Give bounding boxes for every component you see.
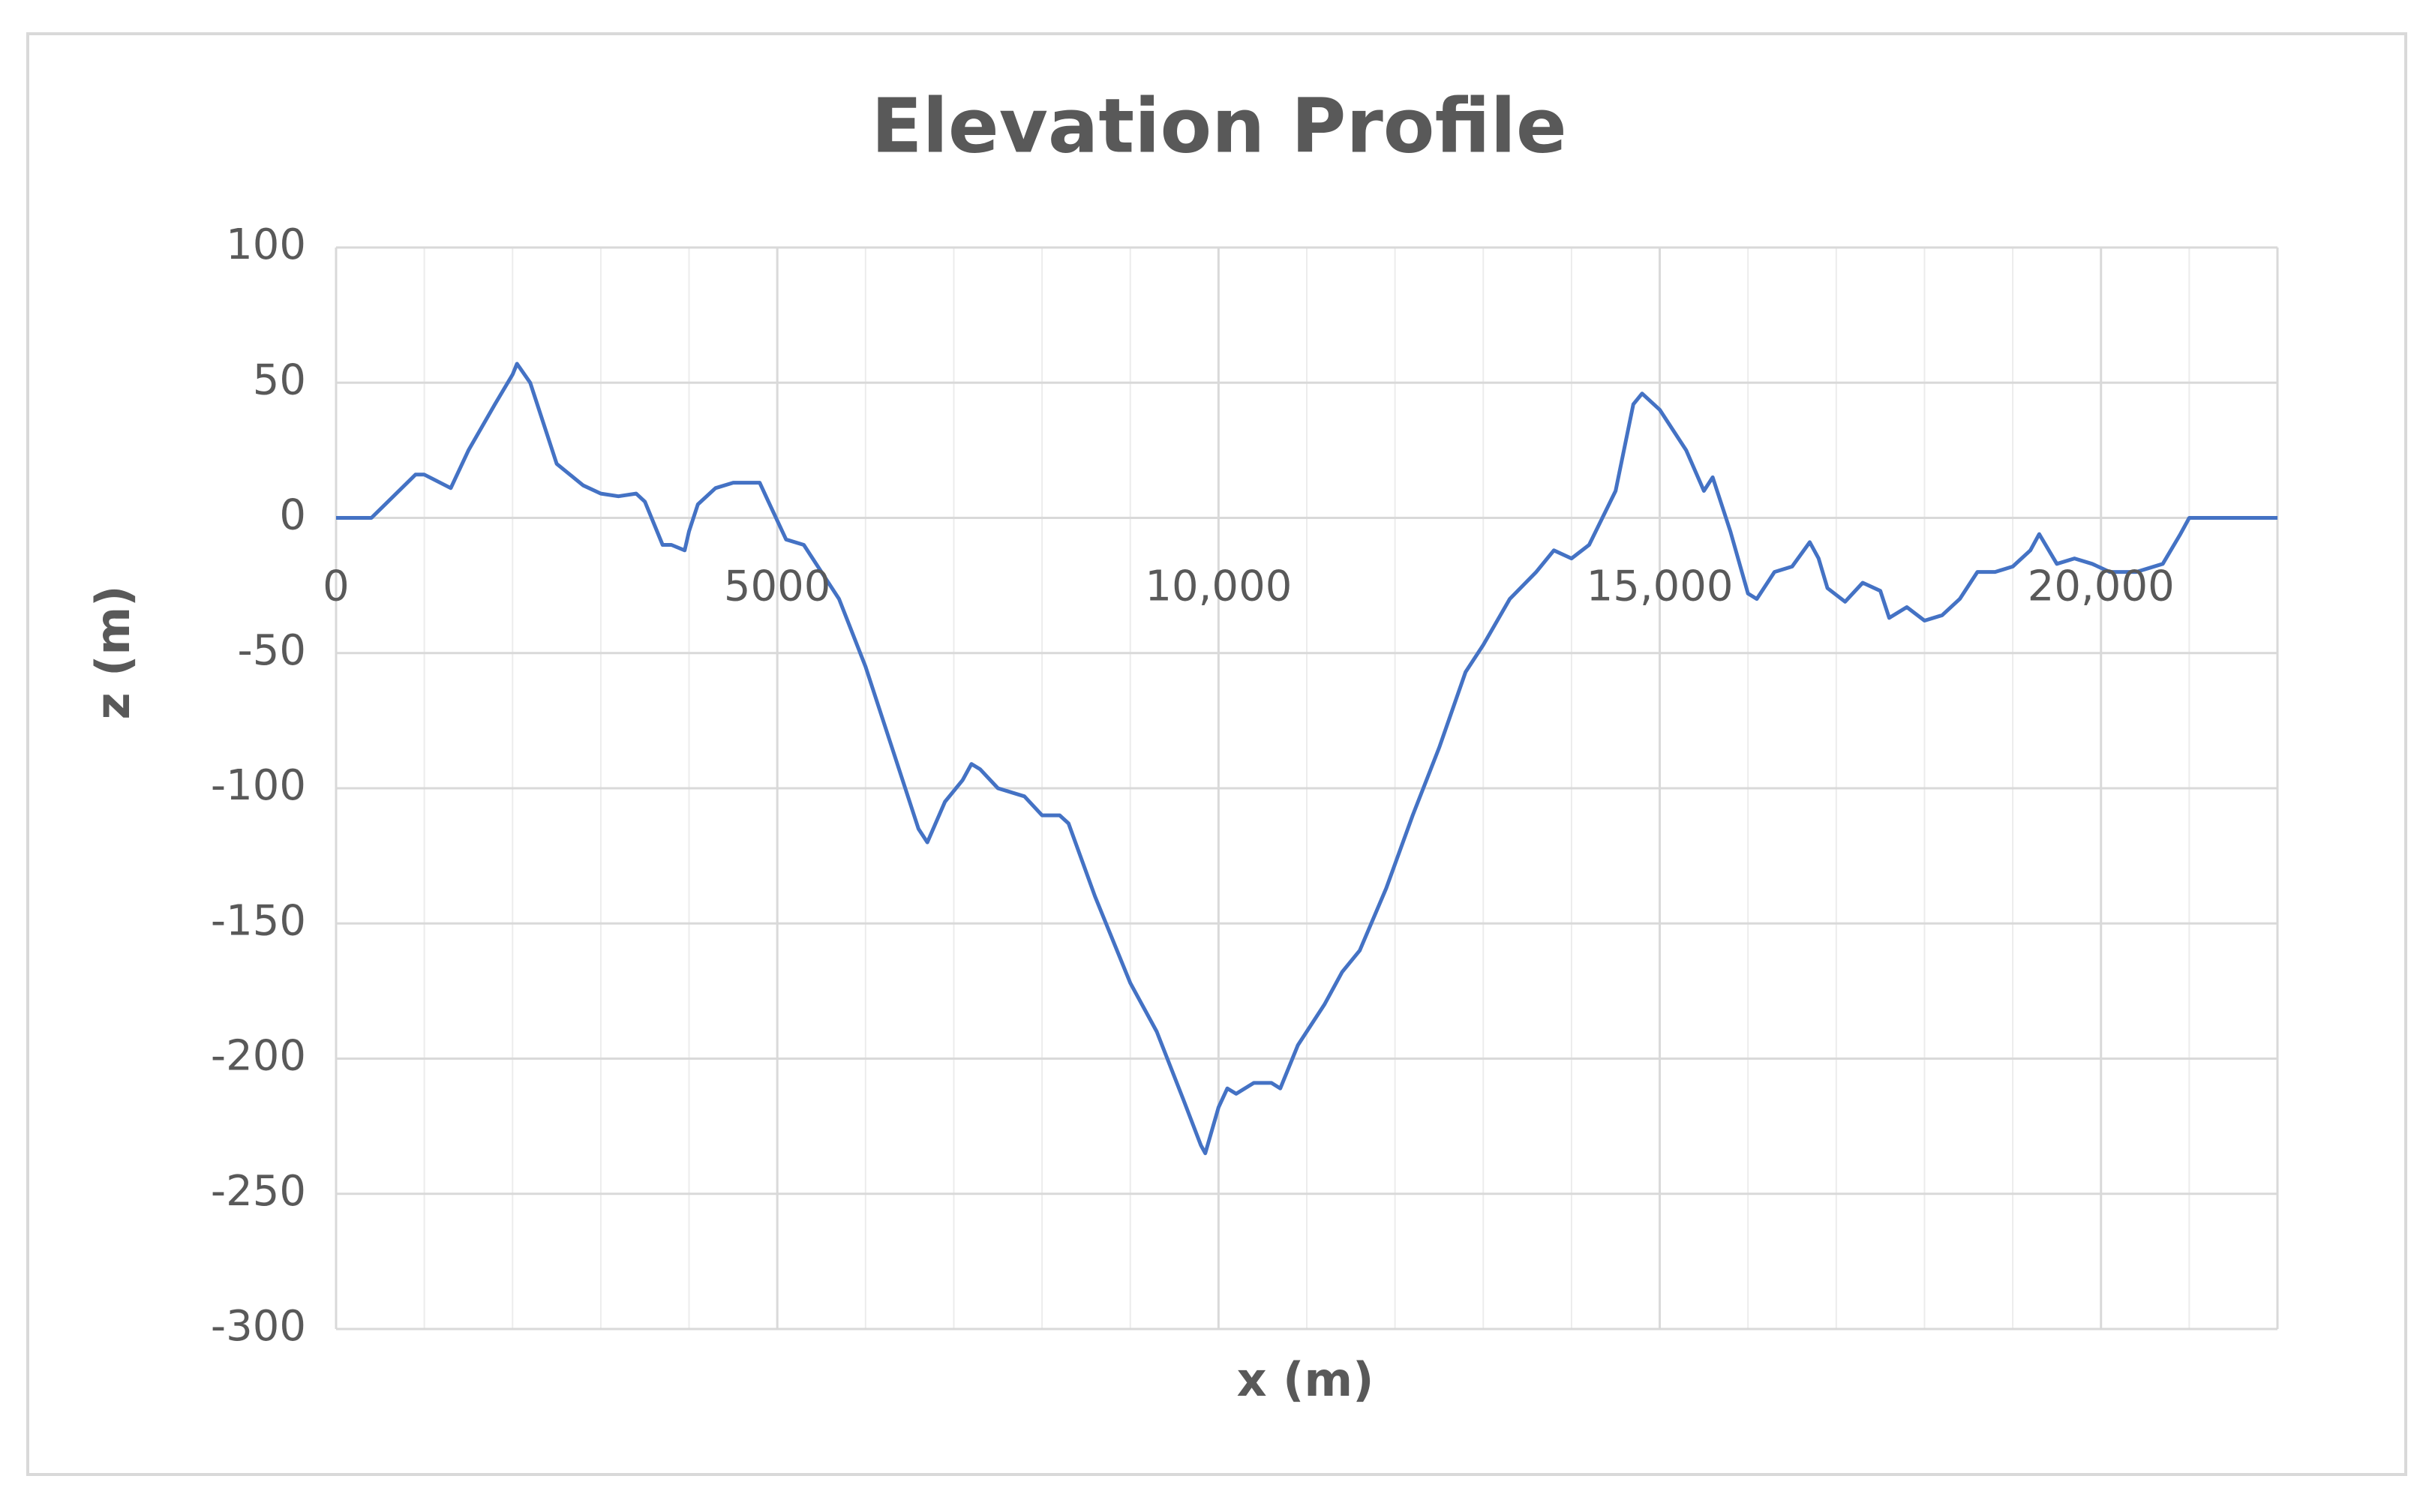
y-tick-label: -150 xyxy=(211,896,306,945)
chart-border xyxy=(26,32,2407,1476)
x-tick-label: 20,000 xyxy=(2028,562,2175,611)
x-axis-label: x (m) xyxy=(1237,1352,1374,1407)
y-tick-label: 100 xyxy=(226,220,306,269)
data-line xyxy=(336,362,2277,1156)
plot xyxy=(336,362,2277,1156)
chart-title: Elevation Profile xyxy=(871,82,1566,170)
y-tick-label: 50 xyxy=(253,356,306,404)
y-tick-label: -250 xyxy=(211,1167,306,1216)
x-tick-label: 0 xyxy=(323,562,350,611)
y-tick-label: -200 xyxy=(211,1032,306,1081)
x-tick-label: 5000 xyxy=(724,562,831,611)
y-tick-label: 0 xyxy=(279,491,306,540)
x-tick-label: 15,000 xyxy=(1587,562,1734,611)
y-axis-label: z (m) xyxy=(86,586,140,720)
y-tick-label: -100 xyxy=(211,761,306,810)
x-tick-label: 10,000 xyxy=(1145,562,1292,611)
y-tick-label: -300 xyxy=(211,1302,306,1351)
y-tick-label: -50 xyxy=(238,626,306,675)
grid xyxy=(335,246,2279,1330)
